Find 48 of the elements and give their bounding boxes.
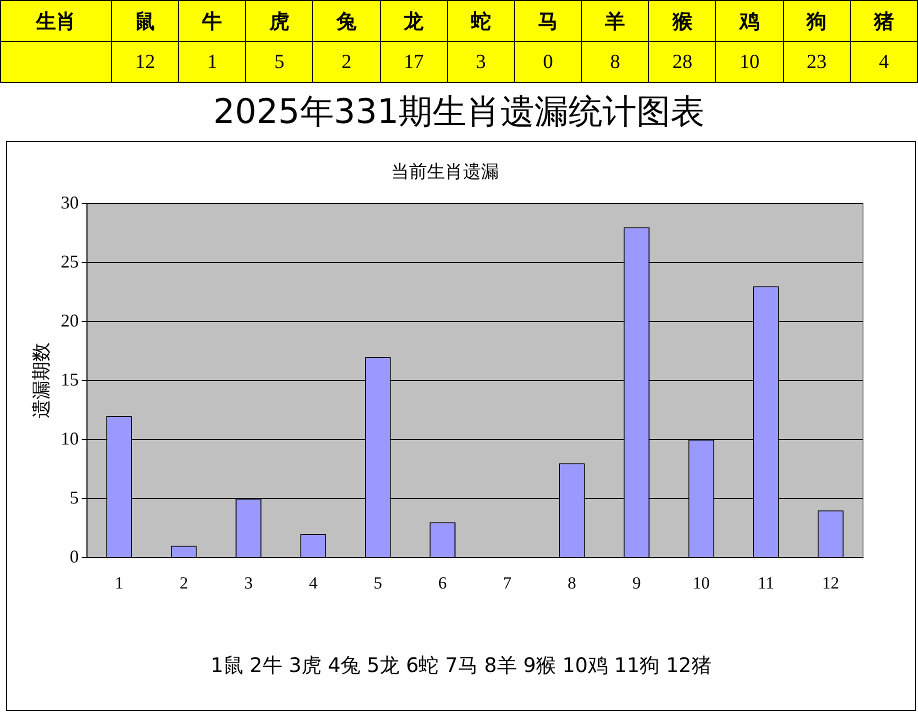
data-label: 2 (312, 42, 380, 82)
data-label: 17 (380, 42, 448, 82)
x-tick-label: 2 (180, 573, 188, 592)
category-label: 猴 (648, 0, 716, 42)
text: 1鼠 2牛 3虎 4兔 5龙 6蛇 7马 8羊 9猴 10鸡 11狗 12猪 (210, 652, 712, 679)
category-label: 马 (514, 0, 582, 42)
x-tick-label: 7 (502, 573, 512, 592)
y-tick-label: 15 (60, 369, 79, 390)
y-axis-title: 遗漏期数 (30, 342, 52, 419)
chart-title: 2025年331期生肖遗漏统计图表 (212, 91, 706, 134)
data-label: 10 (716, 42, 784, 82)
x-tick-label: 12 (822, 573, 840, 592)
x-tick-label: 8 (568, 573, 576, 592)
data-label: 4 (850, 42, 918, 82)
x-tick-label: 9 (632, 573, 641, 592)
category-label: 牛 (178, 0, 246, 42)
x-tick-label: 6 (438, 573, 447, 592)
x-tick-label: 1 (114, 573, 124, 592)
data-label: 1 (178, 42, 246, 82)
data-label: 8 (582, 42, 649, 82)
y-tick-label: 30 (60, 192, 79, 212)
category-label: 猪 (850, 0, 918, 42)
y-tick-label: 5 (70, 487, 79, 508)
y-tick-label: 20 (60, 310, 79, 330)
y-tick-label: 0 (70, 546, 79, 566)
data-label: 3 (447, 42, 514, 82)
data-label: 5 (246, 42, 313, 82)
category-label: 虎 (246, 0, 313, 42)
category-label: 鸡 (716, 0, 784, 42)
data-label: 28 (648, 42, 716, 82)
category-label: 羊 (582, 0, 649, 42)
category-label: 狗 (783, 0, 850, 42)
x-tick-label: 10 (692, 573, 710, 592)
x-tick-label: 11 (758, 573, 774, 592)
category-label: 龙 (380, 0, 448, 42)
y-tick-label: 25 (60, 251, 79, 272)
chart-subtitle: 当前生肖遗漏 (391, 161, 499, 182)
x-tick-label: 5 (374, 573, 382, 592)
data-label: 0 (514, 42, 582, 82)
text: 生肖 (0, 0, 112, 42)
x-tick-label: 3 (244, 573, 253, 592)
category-label: 鼠 (112, 0, 179, 42)
category-label: 蛇 (447, 0, 514, 42)
x-tick-label: 4 (308, 573, 318, 592)
category-label: 兔 (312, 0, 380, 42)
data-label: 12 (112, 42, 179, 82)
data-label: 23 (783, 42, 850, 82)
y-tick-label: 10 (60, 428, 79, 448)
